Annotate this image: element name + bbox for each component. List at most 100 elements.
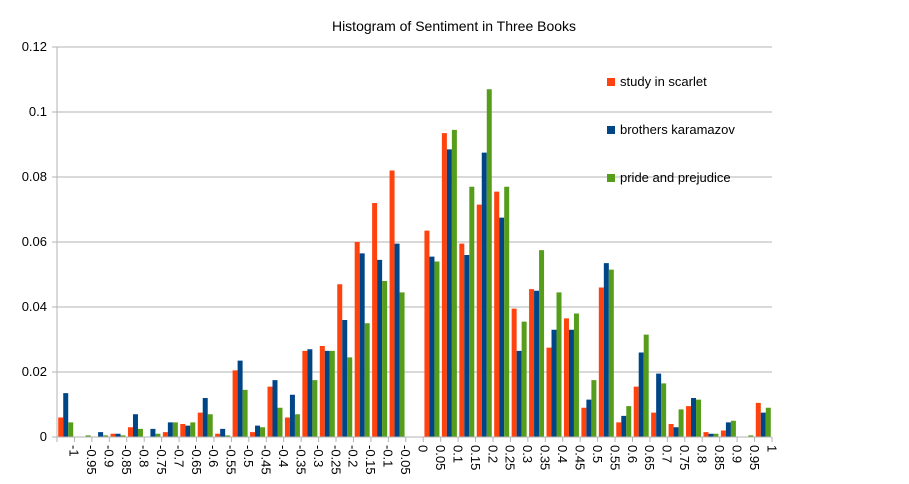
bar-study-in-scarlet xyxy=(337,284,343,437)
x-tick-label: -0.9 xyxy=(102,445,117,467)
bar-study-in-scarlet xyxy=(686,406,692,437)
x-tick-label: 0.1 xyxy=(450,445,465,463)
x-tick-label: 0.95 xyxy=(747,445,762,470)
bar-pride-and-prejudice xyxy=(643,334,649,437)
bar-study-in-scarlet xyxy=(180,424,186,437)
bar-brothers-karamazov xyxy=(237,360,243,437)
x-tick-label: -0.15 xyxy=(363,445,378,475)
bar-pride-and-prejudice xyxy=(190,422,196,437)
bar-brothers-karamazov xyxy=(516,350,522,437)
bar-pride-and-prejudice xyxy=(556,292,562,437)
bar-brothers-karamazov xyxy=(377,259,383,437)
bar-study-in-scarlet xyxy=(319,346,325,437)
gridlines xyxy=(57,46,772,373)
bar-brothers-karamazov xyxy=(115,433,121,437)
x-tick-label: 0.5 xyxy=(590,445,605,463)
x-tick-label: -0.5 xyxy=(241,445,256,467)
bar-pride-and-prejudice xyxy=(608,269,614,437)
x-tick-label: -0.95 xyxy=(84,445,99,475)
legend-swatch xyxy=(607,174,615,182)
bars xyxy=(58,89,771,437)
bar-pride-and-prejudice xyxy=(329,350,335,437)
bar-study-in-scarlet xyxy=(581,407,587,437)
bar-brothers-karamazov xyxy=(656,373,662,437)
bar-brothers-karamazov xyxy=(272,380,278,437)
bar-brothers-karamazov xyxy=(185,425,191,437)
bar-study-in-scarlet xyxy=(633,386,639,437)
legend-swatch xyxy=(607,126,615,134)
y-tick-label: 0.04 xyxy=(22,299,47,314)
bar-brothers-karamazov xyxy=(499,217,505,437)
bar-study-in-scarlet xyxy=(441,133,447,437)
bar-pride-and-prejudice xyxy=(539,250,545,437)
bar-study-in-scarlet xyxy=(720,430,726,437)
bar-pride-and-prejudice xyxy=(486,89,492,437)
legend: study in scarlet brothers karamazov pride … xyxy=(607,74,735,185)
bar-brothers-karamazov xyxy=(167,422,173,437)
x-tick-label: -0.75 xyxy=(154,445,169,475)
bar-study-in-scarlet xyxy=(372,203,378,437)
chart-title: Histogram of Sentiment in Three Books xyxy=(332,18,576,34)
bar-pride-and-prejudice xyxy=(312,380,318,437)
bar-pride-and-prejudice xyxy=(573,313,579,437)
bar-study-in-scarlet xyxy=(476,204,482,437)
bar-brothers-karamazov xyxy=(289,394,295,437)
bar-pride-and-prejudice xyxy=(399,292,405,437)
bar-brothers-karamazov xyxy=(638,352,644,437)
bar-brothers-karamazov xyxy=(394,243,400,437)
bar-brothers-karamazov xyxy=(63,393,69,437)
bar-brothers-karamazov xyxy=(464,255,470,437)
bar-study-in-scarlet xyxy=(511,308,517,437)
bar-brothers-karamazov xyxy=(568,329,574,437)
bar-pride-and-prejudice xyxy=(451,129,457,437)
bar-pride-and-prejudice xyxy=(120,435,126,437)
bar-study-in-scarlet xyxy=(494,191,500,437)
bar-pride-and-prejudice xyxy=(242,389,248,437)
bar-pride-and-prejudice xyxy=(504,186,510,437)
bar-pride-and-prejudice xyxy=(748,435,754,437)
bar-brothers-karamazov xyxy=(98,432,104,437)
bar-pride-and-prejudice xyxy=(765,407,771,437)
bar-pride-and-prejudice xyxy=(730,420,736,437)
bar-pride-and-prejudice xyxy=(103,435,109,437)
bar-pride-and-prejudice xyxy=(434,261,440,437)
bar-study-in-scarlet xyxy=(127,427,133,437)
x-tick-label: -0.4 xyxy=(276,445,291,467)
x-tick-label: 0.55 xyxy=(607,445,622,470)
x-tick-label: -0.05 xyxy=(398,445,413,475)
bar-study-in-scarlet xyxy=(302,350,308,437)
bar-pride-and-prejudice xyxy=(277,407,283,437)
x-tick-label: -0.6 xyxy=(206,445,221,467)
bar-brothers-karamazov xyxy=(691,398,697,437)
bar-pride-and-prejudice xyxy=(68,422,74,437)
bar-pride-and-prejudice xyxy=(260,427,266,437)
bar-brothers-karamazov xyxy=(673,427,679,437)
x-tick-label: -0.55 xyxy=(224,445,239,475)
bar-study-in-scarlet xyxy=(284,417,290,437)
y-tick-label: 0 xyxy=(40,429,47,444)
bar-pride-and-prejudice xyxy=(347,357,353,437)
bar-pride-and-prejudice xyxy=(521,321,527,437)
bar-pride-and-prejudice xyxy=(172,422,178,437)
bar-brothers-karamazov xyxy=(359,253,365,437)
bar-brothers-karamazov xyxy=(760,412,766,437)
bar-pride-and-prejudice xyxy=(225,435,231,437)
bar-pride-and-prejudice xyxy=(626,406,632,437)
bar-pride-and-prejudice xyxy=(591,380,597,437)
x-tick-label: 0.2 xyxy=(485,445,500,463)
bar-brothers-karamazov xyxy=(324,350,330,437)
bar-brothers-karamazov xyxy=(603,263,609,437)
y-tick-label: 0.08 xyxy=(22,169,47,184)
bar-brothers-karamazov xyxy=(534,290,540,437)
bar-brothers-karamazov xyxy=(150,428,156,437)
legend-label: pride and prejudice xyxy=(620,170,731,185)
bar-pride-and-prejudice xyxy=(155,433,161,437)
x-tick-label: -0.7 xyxy=(171,445,186,467)
bar-brothers-karamazov xyxy=(307,349,313,437)
bar-study-in-scarlet xyxy=(215,433,221,437)
bar-pride-and-prejudice xyxy=(661,383,667,437)
bar-study-in-scarlet xyxy=(110,433,116,437)
bar-brothers-karamazov xyxy=(446,149,452,437)
x-tick-label: 0.4 xyxy=(555,445,570,463)
